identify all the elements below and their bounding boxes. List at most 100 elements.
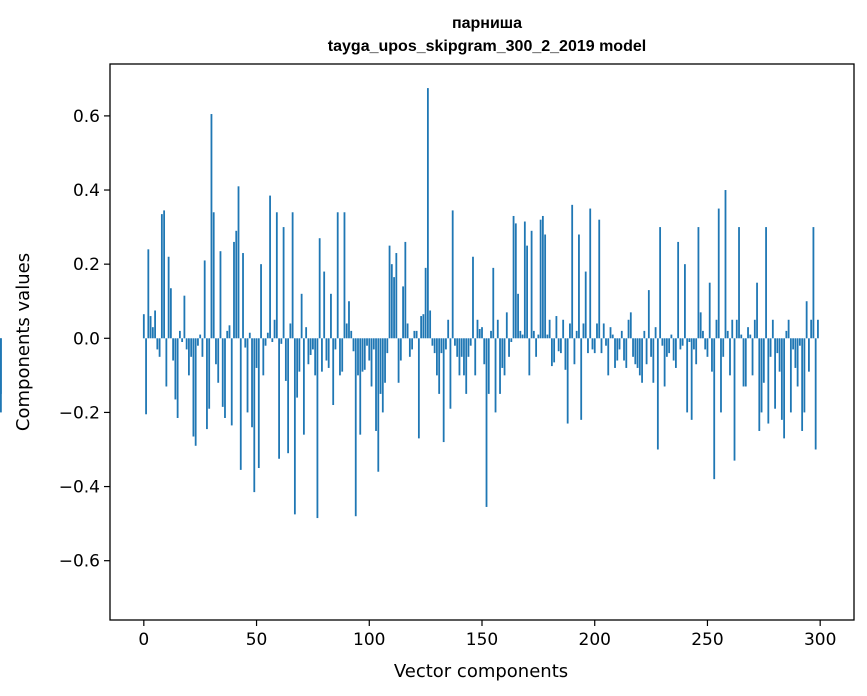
bar <box>555 316 558 339</box>
bar <box>636 338 639 368</box>
x-axis-label: Vector components <box>394 661 568 682</box>
bar <box>789 338 792 413</box>
bar <box>674 338 677 368</box>
bar <box>377 338 380 472</box>
bar <box>546 334 549 339</box>
y-tick-label: 0.6 <box>73 107 100 127</box>
bar <box>654 327 657 339</box>
bar <box>142 314 145 339</box>
bar <box>560 338 562 354</box>
bar <box>280 338 283 344</box>
bar <box>154 310 156 339</box>
bar <box>544 234 547 339</box>
bar <box>165 338 168 387</box>
bar <box>659 227 662 339</box>
bar <box>226 330 229 339</box>
bar <box>740 334 743 339</box>
plot-frame <box>109 63 855 621</box>
bar <box>208 338 211 409</box>
bar <box>188 338 190 376</box>
bar <box>275 212 278 339</box>
bar <box>345 323 348 339</box>
bar <box>769 338 772 357</box>
bar <box>526 245 528 339</box>
bar <box>733 338 736 461</box>
bar <box>420 316 423 339</box>
bar <box>447 319 450 339</box>
bar <box>715 319 718 339</box>
bar <box>260 264 262 339</box>
bar <box>237 186 240 339</box>
bar <box>257 338 260 469</box>
bar <box>774 338 776 409</box>
bar <box>787 319 790 339</box>
bar <box>778 338 781 372</box>
bar <box>496 319 499 339</box>
bar <box>607 338 610 376</box>
bar <box>584 271 587 339</box>
bar <box>284 338 287 381</box>
x-tick-label: 250 <box>691 630 723 650</box>
bar <box>167 256 170 339</box>
bar <box>708 282 711 339</box>
bar <box>487 338 490 394</box>
bar <box>731 319 734 339</box>
bar <box>235 230 238 339</box>
bar <box>433 338 436 354</box>
bar <box>798 338 801 346</box>
bar <box>647 290 650 339</box>
bar <box>190 338 193 357</box>
bar <box>332 338 335 406</box>
bar <box>609 327 612 339</box>
bar <box>359 338 362 435</box>
bar <box>417 338 420 439</box>
bar <box>661 338 664 346</box>
x-tick-label: 200 <box>579 630 611 650</box>
bar <box>206 338 208 430</box>
bar <box>210 114 213 339</box>
bar <box>300 293 303 339</box>
bar <box>309 338 312 355</box>
bar <box>330 293 332 339</box>
bar <box>314 338 317 376</box>
bar <box>312 338 314 350</box>
bar <box>406 323 409 339</box>
bar <box>580 338 583 420</box>
bar <box>548 319 551 339</box>
bar <box>255 338 258 368</box>
bar <box>321 338 323 372</box>
bar <box>217 338 220 383</box>
bar <box>808 338 810 372</box>
bar <box>318 238 321 339</box>
bar <box>361 338 364 372</box>
bar <box>566 338 569 424</box>
bar <box>296 338 299 398</box>
bar <box>334 338 337 350</box>
bar <box>512 215 515 339</box>
bar <box>460 338 463 357</box>
x-axis: 0 50 100 150 200 250 300 <box>138 620 836 650</box>
bar <box>176 338 179 418</box>
bar <box>289 323 292 339</box>
bar <box>618 338 621 350</box>
bar <box>350 330 353 339</box>
bar <box>521 334 524 339</box>
bar <box>593 338 596 354</box>
bar <box>424 267 427 339</box>
bar <box>539 219 542 339</box>
bar <box>287 338 290 454</box>
bar <box>803 338 806 413</box>
bar <box>172 338 175 361</box>
bar <box>221 338 224 407</box>
bar <box>747 327 749 339</box>
bar <box>273 319 276 339</box>
bar <box>481 327 483 339</box>
bar <box>641 338 643 383</box>
bar <box>325 338 328 361</box>
bar <box>625 338 628 368</box>
bar <box>352 338 355 352</box>
bar <box>582 323 585 339</box>
bar <box>201 338 204 357</box>
bar <box>343 212 346 339</box>
bar <box>814 338 817 450</box>
